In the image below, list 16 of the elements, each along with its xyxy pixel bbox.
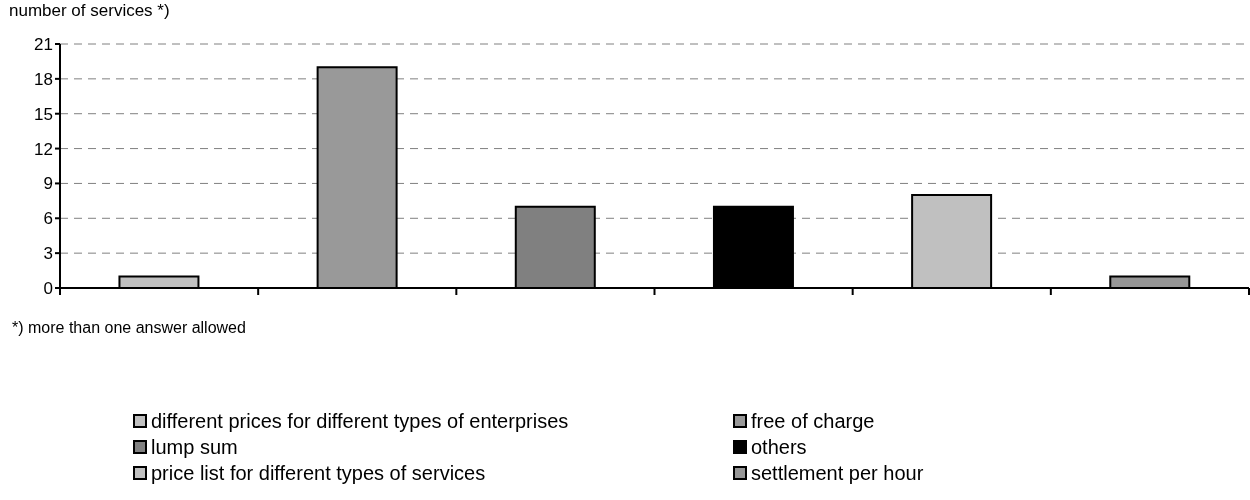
y-tick-label: 21 — [34, 35, 53, 55]
y-axis-title: number of services *) — [9, 0, 170, 22]
text: *) more than one answer allowed — [12, 318, 246, 338]
legend-label: lump sum — [151, 436, 238, 458]
y-tick-label: 6 — [43, 209, 53, 229]
legend-label: settlement per hour — [751, 462, 924, 484]
legend-label: others — [751, 436, 807, 458]
y-tick-label: 3 — [43, 244, 53, 264]
y-tick-label: 0 — [43, 279, 53, 299]
y-tick-label: 18 — [34, 69, 53, 89]
y-tick-label: 12 — [34, 139, 53, 159]
legend-label: free of charge — [751, 410, 875, 432]
y-tick-label: 9 — [43, 174, 53, 194]
legend-label: price list for different types of services — [151, 462, 486, 484]
legend-label: different prices for different types of enterprises — [151, 410, 569, 432]
y-tick-label: 15 — [34, 104, 53, 124]
